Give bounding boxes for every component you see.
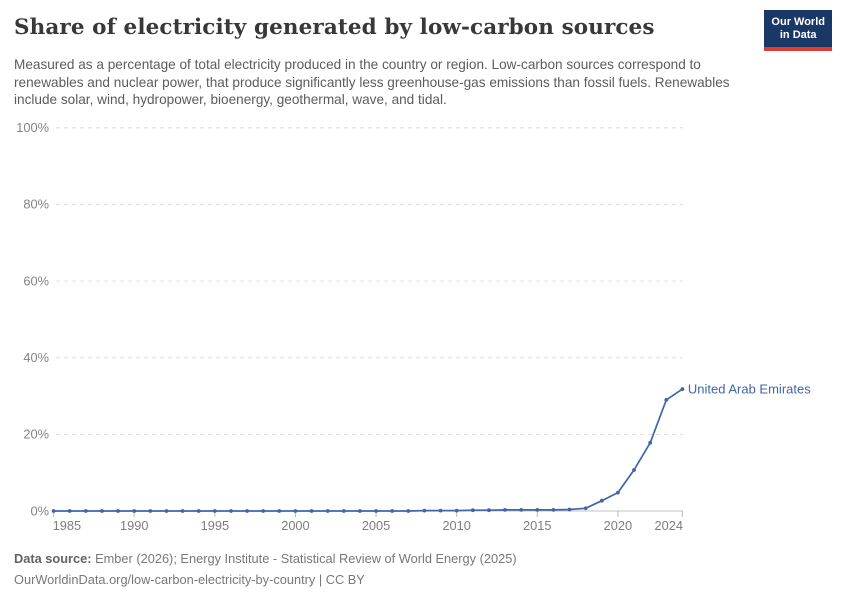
data-point[interactable]	[616, 490, 620, 495]
logo-text-line2: in Data	[779, 29, 817, 41]
data-point[interactable]	[325, 509, 330, 513]
x-tick-label: 1990	[120, 518, 148, 533]
y-tick-label: 100%	[16, 120, 49, 135]
x-tick-label: 1995	[201, 518, 229, 533]
chart-footer: Data source: Ember (2026); Energy Instit…	[14, 548, 814, 590]
data-point[interactable]	[132, 509, 137, 513]
data-point[interactable]	[519, 508, 524, 512]
data-point[interactable]	[245, 509, 250, 513]
data-point[interactable]	[567, 507, 572, 512]
data-point[interactable]	[358, 509, 362, 513]
data-point[interactable]	[100, 509, 104, 513]
data-point[interactable]	[583, 506, 588, 511]
y-tick-label: 80%	[23, 197, 49, 212]
data-point[interactable]	[551, 508, 556, 512]
data-point[interactable]	[196, 509, 201, 513]
data-point[interactable]	[374, 509, 378, 513]
x-tick-label: 2005	[362, 518, 390, 533]
y-tick-label: 20%	[23, 427, 49, 442]
data-point[interactable]	[277, 509, 282, 513]
data-point[interactable]	[470, 508, 475, 513]
series-label[interactable]: United Arab Emirates	[688, 382, 811, 397]
x-tick-label: 2024	[655, 518, 683, 533]
data-point[interactable]	[503, 508, 507, 512]
y-tick-label: 40%	[23, 350, 49, 365]
data-point[interactable]	[148, 509, 153, 513]
data-point[interactable]	[390, 509, 395, 513]
data-point[interactable]	[406, 509, 411, 513]
data-point[interactable]	[438, 508, 443, 513]
x-tick-label: 1985	[53, 518, 81, 533]
data-point[interactable]	[51, 509, 56, 513]
data-source-line: Data source: Ember (2026); Energy Instit…	[14, 548, 814, 569]
data-point[interactable]	[261, 509, 266, 513]
x-tick-label: 2015	[523, 518, 551, 533]
data-point[interactable]	[680, 387, 685, 391]
data-point[interactable]	[422, 508, 427, 513]
owid-logo[interactable]: Our World in Data	[764, 10, 832, 51]
x-tick-label: 2020	[604, 518, 632, 533]
x-tick-label: 2000	[281, 518, 309, 533]
y-tick-label: 0%	[31, 503, 50, 518]
series-line[interactable]	[52, 388, 684, 512]
data-source-label: Data source:	[14, 551, 92, 566]
page-title: Share of electricity generated by low-ca…	[14, 15, 655, 40]
data-source-text: Ember (2026); Energy Institute - Statist…	[91, 551, 517, 566]
data-point[interactable]	[454, 508, 459, 513]
data-point[interactable]	[180, 509, 185, 513]
data-point[interactable]	[599, 498, 604, 503]
data-point[interactable]	[632, 468, 636, 472]
chart-subtitle: Measured as a percentage of total electr…	[14, 57, 730, 107]
data-point[interactable]	[535, 508, 540, 512]
data-point[interactable]	[341, 509, 346, 513]
y-tick-label: 60%	[23, 273, 49, 288]
data-point[interactable]	[293, 509, 298, 513]
x-tick-label: 2010	[442, 518, 470, 533]
data-point[interactable]	[164, 509, 169, 513]
data-point[interactable]	[664, 398, 669, 402]
data-point[interactable]	[309, 509, 314, 513]
data-point[interactable]	[67, 509, 72, 513]
data-point[interactable]	[83, 509, 88, 513]
data-point[interactable]	[212, 509, 217, 513]
footer-link[interactable]: OurWorldinData.org/low-carbon-electricit…	[14, 572, 365, 587]
data-point[interactable]	[116, 509, 120, 513]
data-point[interactable]	[229, 509, 233, 513]
data-point[interactable]	[487, 508, 491, 513]
data-point[interactable]	[648, 440, 653, 445]
logo-text-line1: Our World	[771, 16, 825, 28]
